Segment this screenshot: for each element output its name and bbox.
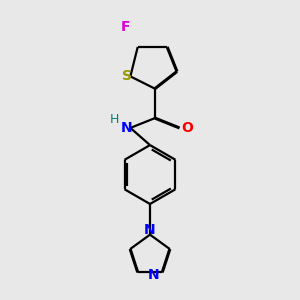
Text: H: H <box>110 113 119 126</box>
Text: O: O <box>181 121 193 135</box>
Text: S: S <box>122 69 132 83</box>
Text: F: F <box>121 20 130 34</box>
Text: N: N <box>121 121 133 135</box>
Text: N: N <box>144 223 156 237</box>
Text: N: N <box>148 268 160 282</box>
